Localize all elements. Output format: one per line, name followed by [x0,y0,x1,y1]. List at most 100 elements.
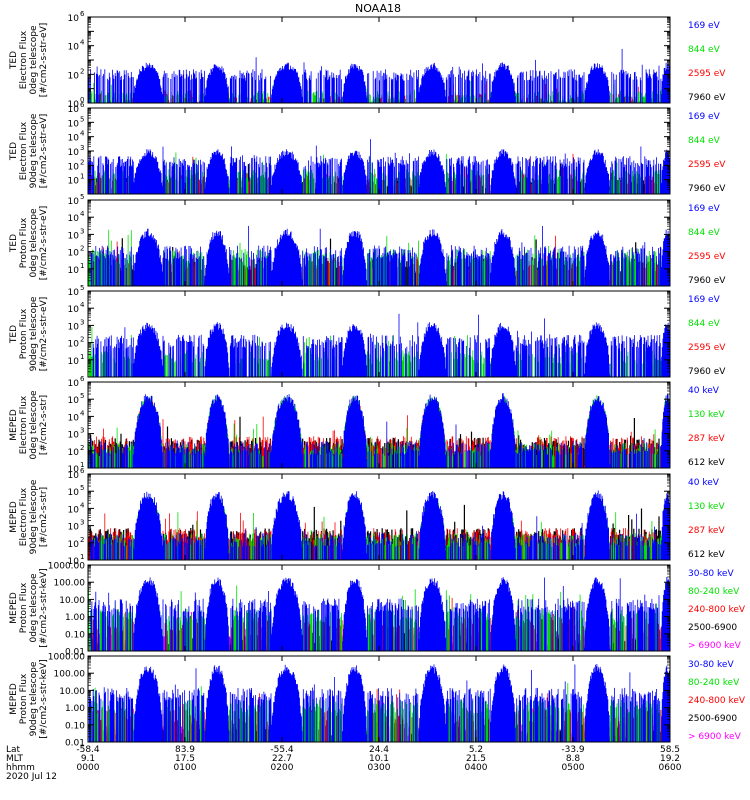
x-tick-label: 8.8 [566,754,581,764]
series-blue [90,225,670,286]
y-tick-exponent: 4 [80,210,85,218]
y-tick-label: 10 [68,100,80,110]
panel-data [88,139,670,194]
x-tick-label: 17.5 [175,754,195,764]
legend-entry: 7960 eV [688,93,726,103]
legend-entry: 240-800 keV [688,696,746,706]
y-tick-label: 10 [68,322,80,332]
y-tick-label: 10 [68,523,80,533]
series-blue [88,664,670,742]
series-blue [88,313,670,377]
y-tick-label: 10 [68,148,80,158]
panel-data [88,664,670,742]
y-tick-exponent: 6 [80,10,85,18]
x-tick-label: 83.9 [175,745,195,755]
y-tick-label: 0.01 [65,739,85,749]
x-tick-label: 24.4 [369,745,389,755]
y-tick-label: 10.00 [59,596,85,606]
y-tick-label: 10 [68,540,80,550]
x-tick-label: 0200 [271,763,294,773]
legend-entry: > 6900 keV [688,732,742,742]
legend-entry: 169 eV [688,204,721,214]
y-tick-exponent: 4 [80,39,85,47]
legend-entry: 287 keV [688,434,725,444]
y-tick-label: 10 [68,288,80,298]
y-tick-exponent: 2 [80,336,84,344]
y-tick-exponent: 5 [80,115,84,123]
y-tick-label: 10 [68,340,80,350]
y-tick-exponent: 0 [80,96,84,104]
x-tick-label: -33.9 [561,745,585,755]
x-tick-label: 21.5 [466,754,486,764]
y-tick-label: 1000.00 [48,562,85,572]
x-tick-label: 0000 [77,763,100,773]
legend-entry: 844 eV [688,136,721,146]
y-tick-exponent: 4 [80,501,85,509]
legend-entry: 2500-6900 [688,623,737,633]
panel-data [88,490,670,560]
legend-entry: 80-240 keV [688,678,740,688]
y-tick-label: 10 [68,557,80,567]
legend-entry: 169 eV [688,112,721,122]
y-tick-label: 10 [68,197,80,207]
x-row-label: MLT [6,754,24,764]
x-tick-label: 0500 [562,763,585,773]
y-tick-label: 10 [68,162,80,172]
panel-data [88,313,670,377]
y-tick-label: 10 [68,105,80,115]
y-axis-label: TEDProton Flux90deg telescope[#/cm2-s-st… [9,296,49,371]
legend-entry: 612 keV [688,458,725,468]
y-axis-label: TEDElectron Flux0deg telescope[#/cm2-s-s… [9,23,49,98]
y-axis-label: TEDProton Flux0deg telescope[#/cm2-s-str… [9,206,49,281]
panel-7: 0.01 0.10 1.00 10.00 100.00 1000.00MEPEDProto… [9,562,746,658]
legend-entry: 7960 eV [688,367,726,377]
x-tick-label: -58.4 [76,745,100,755]
y-tick-exponent: 6 [80,375,85,383]
panel-data [88,393,670,468]
x-tick-label: -55.4 [270,745,294,755]
legend-entry: 612 keV [688,550,725,560]
y-tick-label: 10 [68,471,80,481]
y-tick-exponent: 2 [80,67,84,75]
x-tick-label: 19.2 [660,754,680,764]
x-row-label: Lat [6,745,21,755]
legend-entry: 80-240 keV [688,587,740,597]
y-tick-label: 10 [68,431,80,441]
y-tick-label: 10 [68,231,80,241]
x-tick-label: 9.1 [81,754,95,764]
y-tick-exponent: 3 [80,318,84,326]
y-tick-exponent: 2 [80,444,84,452]
y-tick-exponent: 2 [80,245,84,253]
y-tick-exponent: 3 [80,227,84,235]
y-tick-label: 1.00 [65,704,85,714]
y-tick-label: 10 [68,505,80,515]
panel-data [88,577,670,651]
y-tick-label: 10 [68,305,80,315]
series-green [88,327,670,377]
panel-data [88,49,670,103]
y-axis-label: MEPEDProton Flux90deg telescope[#/cm2-s-… [9,659,49,738]
x-tick-label: 22.7 [272,754,292,764]
y-tick-exponent: 1 [80,173,84,181]
y-tick-label: 100.00 [54,670,86,680]
legend-entry: 844 eV [688,228,721,238]
panel-data [88,225,670,286]
y-tick-label: 10 [68,488,80,498]
y-tick-label: 10 [68,14,80,24]
y-tick-exponent: 5 [80,484,84,492]
y-tick-label: 10 [68,177,80,187]
legend-entry: 30-80 keV [688,569,734,579]
y-tick-label: 10 [68,379,80,389]
series-blue [88,490,670,560]
y-tick-label: 0.10 [65,721,85,731]
legend-entry: 287 keV [688,526,725,536]
y-axis-label: MEPEDElectron Flux0deg telescope[#/cm2-s… [9,390,49,460]
y-tick-label: 10 [68,71,80,81]
y-tick-exponent: 3 [80,144,84,152]
